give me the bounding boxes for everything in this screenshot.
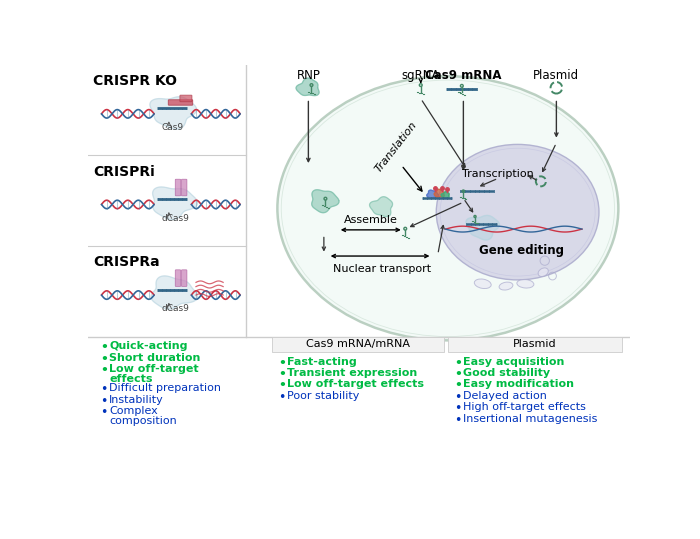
Text: CRISPRi: CRISPRi — [93, 164, 155, 178]
Text: •: • — [454, 379, 462, 392]
Polygon shape — [434, 189, 444, 197]
Polygon shape — [153, 187, 197, 219]
Text: dCas9: dCas9 — [161, 214, 189, 223]
Text: CRISPRa: CRISPRa — [93, 255, 160, 269]
Text: Transient expression: Transient expression — [288, 368, 418, 378]
Polygon shape — [150, 96, 197, 129]
Text: Fast-acting: Fast-acting — [288, 356, 357, 367]
Ellipse shape — [277, 76, 618, 340]
Text: Good stability: Good stability — [463, 368, 550, 378]
Ellipse shape — [538, 268, 548, 277]
FancyBboxPatch shape — [168, 100, 193, 105]
Text: Delayed action: Delayed action — [463, 391, 547, 400]
FancyBboxPatch shape — [181, 270, 187, 286]
Text: Cas9 mRNA/mRNA: Cas9 mRNA/mRNA — [306, 339, 410, 349]
Ellipse shape — [499, 282, 513, 290]
Text: Gene editing: Gene editing — [479, 244, 564, 257]
FancyBboxPatch shape — [180, 95, 192, 102]
Polygon shape — [427, 190, 438, 198]
Text: Cas9: Cas9 — [161, 123, 183, 132]
Text: Complex: Complex — [109, 406, 158, 416]
Text: Easy acquisition: Easy acquisition — [463, 356, 565, 367]
Text: •: • — [100, 353, 108, 365]
Text: •: • — [100, 341, 108, 354]
Polygon shape — [151, 276, 197, 309]
FancyBboxPatch shape — [272, 336, 444, 352]
Text: Low off-target effects: Low off-target effects — [288, 379, 424, 389]
Text: •: • — [100, 406, 108, 419]
Polygon shape — [466, 216, 500, 240]
Text: Plasmid: Plasmid — [513, 339, 557, 349]
Text: •: • — [278, 379, 286, 392]
Ellipse shape — [436, 144, 599, 280]
Text: •: • — [279, 391, 286, 404]
Text: Translation: Translation — [373, 120, 419, 174]
Text: dCas9: dCas9 — [161, 305, 189, 313]
Text: •: • — [454, 402, 461, 415]
Text: Nuclear transport: Nuclear transport — [333, 264, 431, 274]
Text: •: • — [278, 356, 286, 370]
Text: Difficult preparation: Difficult preparation — [109, 383, 221, 393]
Text: Poor stability: Poor stability — [288, 391, 360, 400]
Text: composition: composition — [109, 416, 177, 426]
Text: Insertional mutagenesis: Insertional mutagenesis — [463, 413, 598, 424]
Polygon shape — [441, 192, 449, 198]
Text: •: • — [454, 356, 462, 370]
Text: •: • — [454, 391, 461, 404]
FancyBboxPatch shape — [175, 179, 181, 196]
Polygon shape — [312, 190, 339, 213]
Text: Easy modification: Easy modification — [463, 379, 575, 389]
Text: Plasmid: Plasmid — [533, 68, 580, 81]
Ellipse shape — [475, 279, 491, 288]
Text: Transcription: Transcription — [463, 169, 534, 178]
Text: Assemble: Assemble — [344, 215, 398, 225]
Text: Quick-acting: Quick-acting — [109, 341, 188, 351]
FancyBboxPatch shape — [181, 179, 187, 196]
FancyBboxPatch shape — [448, 336, 622, 352]
Text: •: • — [278, 368, 286, 381]
FancyBboxPatch shape — [175, 270, 181, 286]
Text: •: • — [454, 368, 462, 381]
Text: •: • — [454, 413, 461, 426]
Ellipse shape — [517, 280, 534, 288]
Text: RNP: RNP — [296, 68, 321, 81]
Text: effects: effects — [109, 374, 153, 384]
Polygon shape — [296, 78, 319, 95]
Text: •: • — [100, 395, 108, 407]
Text: sgRNA: sgRNA — [402, 68, 440, 81]
Text: Low off-target: Low off-target — [109, 364, 199, 374]
Text: Cas9 mRNA: Cas9 mRNA — [425, 68, 502, 81]
Text: High off-target effects: High off-target effects — [463, 402, 587, 412]
Text: CRISPR KO: CRISPR KO — [93, 74, 177, 88]
Text: Short duration: Short duration — [109, 353, 201, 363]
Text: •: • — [100, 364, 108, 377]
Text: •: • — [100, 383, 108, 396]
Polygon shape — [370, 197, 393, 217]
Text: Instability: Instability — [109, 395, 164, 405]
